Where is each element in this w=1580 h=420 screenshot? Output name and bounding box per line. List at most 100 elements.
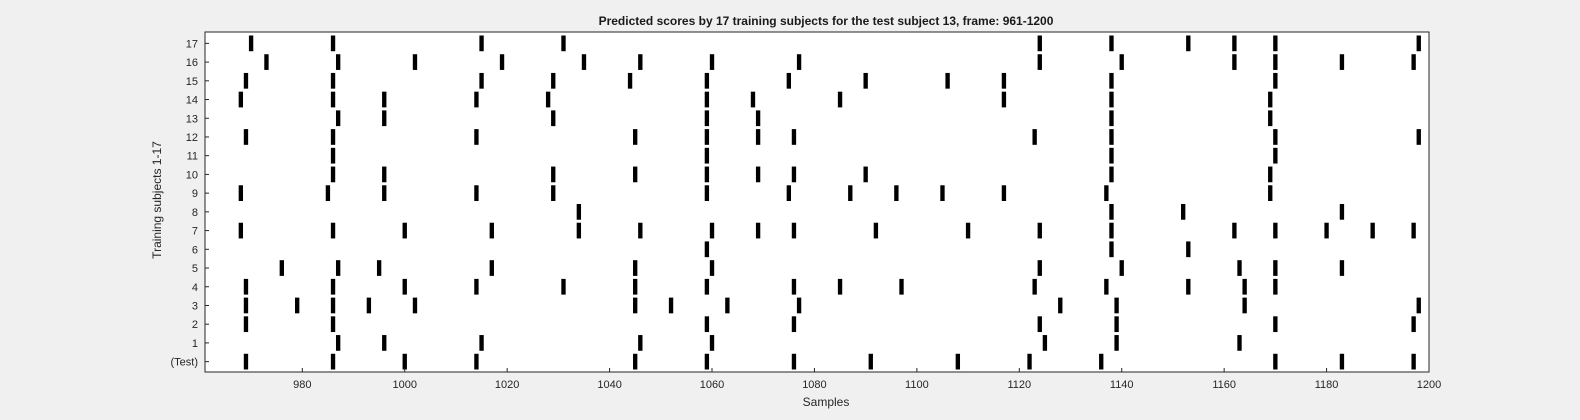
score-mark — [709, 335, 715, 351]
score-mark — [1186, 241, 1191, 258]
score-mark — [1339, 54, 1345, 70]
score-mark — [1273, 54, 1278, 70]
bars-layer — [238, 35, 1421, 370]
chart-title: Predicted scores by 17 training subjects… — [599, 14, 1054, 28]
score-mark — [1411, 353, 1416, 370]
y-tick-label: 17 — [186, 38, 198, 50]
x-tick-label: 1100 — [905, 379, 929, 391]
y-tick-label: 3 — [192, 300, 198, 312]
x-tick-label: 1060 — [700, 379, 724, 391]
score-mark — [1339, 353, 1345, 370]
score-mark — [704, 185, 710, 201]
score-mark — [551, 185, 556, 201]
score-mark — [474, 185, 479, 201]
score-mark — [750, 91, 756, 108]
score-mark — [1339, 204, 1345, 220]
score-mark — [633, 278, 638, 295]
y-tick-label: 15 — [186, 76, 198, 88]
score-mark — [551, 110, 556, 127]
x-tick-label: 1140 — [1110, 379, 1134, 391]
score-mark — [755, 129, 761, 145]
score-mark — [243, 129, 249, 145]
score-mark — [1037, 35, 1042, 52]
score-mark — [791, 166, 797, 183]
score-mark — [704, 129, 710, 145]
score-mark — [704, 278, 710, 295]
y-tick-label: 2 — [192, 319, 198, 331]
score-mark — [576, 222, 582, 239]
score-mark — [1032, 278, 1037, 295]
score-mark — [709, 54, 715, 70]
score-mark — [1181, 204, 1186, 220]
score-mark — [238, 91, 244, 108]
score-mark — [279, 260, 284, 276]
score-mark — [243, 353, 249, 370]
score-mark — [1273, 35, 1278, 52]
score-mark — [382, 91, 387, 108]
score-mark — [1109, 35, 1114, 52]
score-mark — [499, 54, 505, 70]
plot-area — [205, 32, 1429, 372]
score-mark — [1099, 353, 1104, 370]
y-tick-label: 10 — [186, 169, 198, 181]
score-mark — [1242, 297, 1247, 314]
score-mark — [489, 260, 494, 276]
score-mark — [633, 166, 638, 183]
score-mark — [1058, 297, 1063, 314]
score-mark — [335, 110, 341, 127]
score-mark — [1119, 260, 1124, 276]
score-mark — [243, 72, 249, 89]
score-mark — [791, 222, 797, 239]
score-mark — [335, 260, 341, 276]
score-mark — [1042, 335, 1048, 351]
x-tick-label: 1040 — [597, 379, 621, 391]
score-mark — [1370, 222, 1375, 239]
score-mark — [1242, 278, 1247, 295]
score-mark — [627, 72, 633, 89]
score-mark — [791, 278, 797, 295]
score-mark — [330, 35, 336, 52]
y-axis-label: Training subjects 1-17 — [150, 141, 164, 259]
score-mark — [576, 204, 582, 220]
score-mark — [335, 54, 341, 70]
y-tick-label: 16 — [186, 57, 198, 69]
score-mark — [330, 297, 336, 314]
score-mark — [330, 353, 336, 370]
score-mark — [1109, 241, 1114, 258]
y-tick-label: 13 — [186, 113, 198, 125]
score-mark — [1273, 260, 1278, 276]
score-mark — [848, 185, 853, 201]
score-mark — [955, 353, 961, 370]
score-mark — [1001, 91, 1007, 108]
score-mark — [1114, 297, 1119, 314]
score-mark — [704, 91, 710, 108]
score-mark — [633, 353, 638, 370]
score-mark — [238, 185, 244, 201]
score-mark — [330, 72, 336, 89]
score-mark — [382, 335, 387, 351]
score-mark — [1114, 335, 1119, 351]
score-mark — [264, 54, 269, 70]
score-mark — [330, 166, 336, 183]
y-tick-label: (Test) — [171, 357, 199, 369]
score-mark — [633, 297, 638, 314]
score-mark — [704, 241, 710, 258]
score-mark — [1268, 91, 1273, 108]
score-mark — [248, 35, 254, 52]
score-mark — [1411, 54, 1416, 70]
score-mark — [633, 260, 638, 276]
score-mark — [1109, 147, 1114, 164]
score-mark — [1273, 72, 1278, 89]
score-mark — [402, 278, 407, 295]
score-mark — [325, 185, 331, 201]
score-mark — [1104, 185, 1109, 201]
score-mark — [1273, 129, 1278, 145]
score-mark — [1268, 166, 1273, 183]
score-mark — [402, 353, 407, 370]
score-mark — [709, 260, 715, 276]
score-mark — [786, 185, 792, 201]
y-tick-label: 1 — [192, 338, 198, 350]
score-mark — [479, 72, 484, 89]
score-mark — [1037, 316, 1042, 333]
